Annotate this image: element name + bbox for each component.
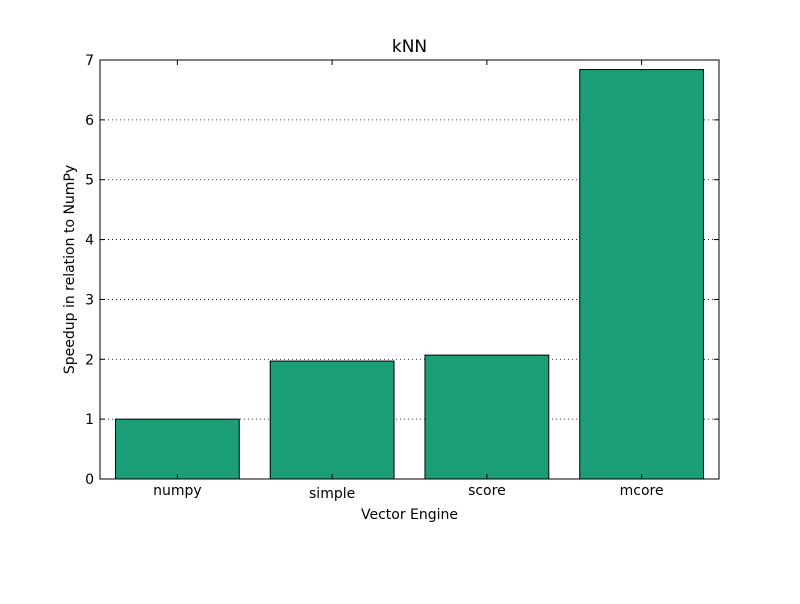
- bars: [114, 69, 705, 480]
- bar-simple: [269, 360, 395, 480]
- bar-mcore: [579, 69, 705, 480]
- x-tick-label-numpy: numpy: [153, 483, 202, 499]
- y-tick-label: 2: [85, 352, 94, 368]
- chart-title: kNN: [392, 37, 427, 57]
- bar-numpy: [114, 418, 240, 480]
- y-tick-label: 4: [85, 233, 94, 249]
- x-axis-label: Vector Engine: [361, 507, 458, 523]
- y-tick-label: 3: [85, 292, 94, 308]
- y-tick-label: 6: [85, 113, 94, 129]
- x-tick-label-mcore: mcore: [620, 483, 664, 499]
- y-tick-label: 5: [85, 173, 94, 189]
- tick-labels: 0 1 2 3 4 5 6 7 numpy simple score mcore: [85, 53, 664, 502]
- y-tick-label: 1: [85, 412, 94, 428]
- x-tick-label-score: score: [468, 483, 506, 499]
- y-tick-label: 0: [85, 472, 94, 488]
- axis-ticks: [100, 59, 719, 480]
- y-axis-label: Speedup in relation to NumPy: [62, 165, 78, 374]
- y-tick-label: 7: [85, 53, 94, 69]
- plot-frame: [99, 59, 720, 480]
- bar-score: [424, 354, 550, 480]
- x-tick-label-simple: simple: [309, 486, 355, 502]
